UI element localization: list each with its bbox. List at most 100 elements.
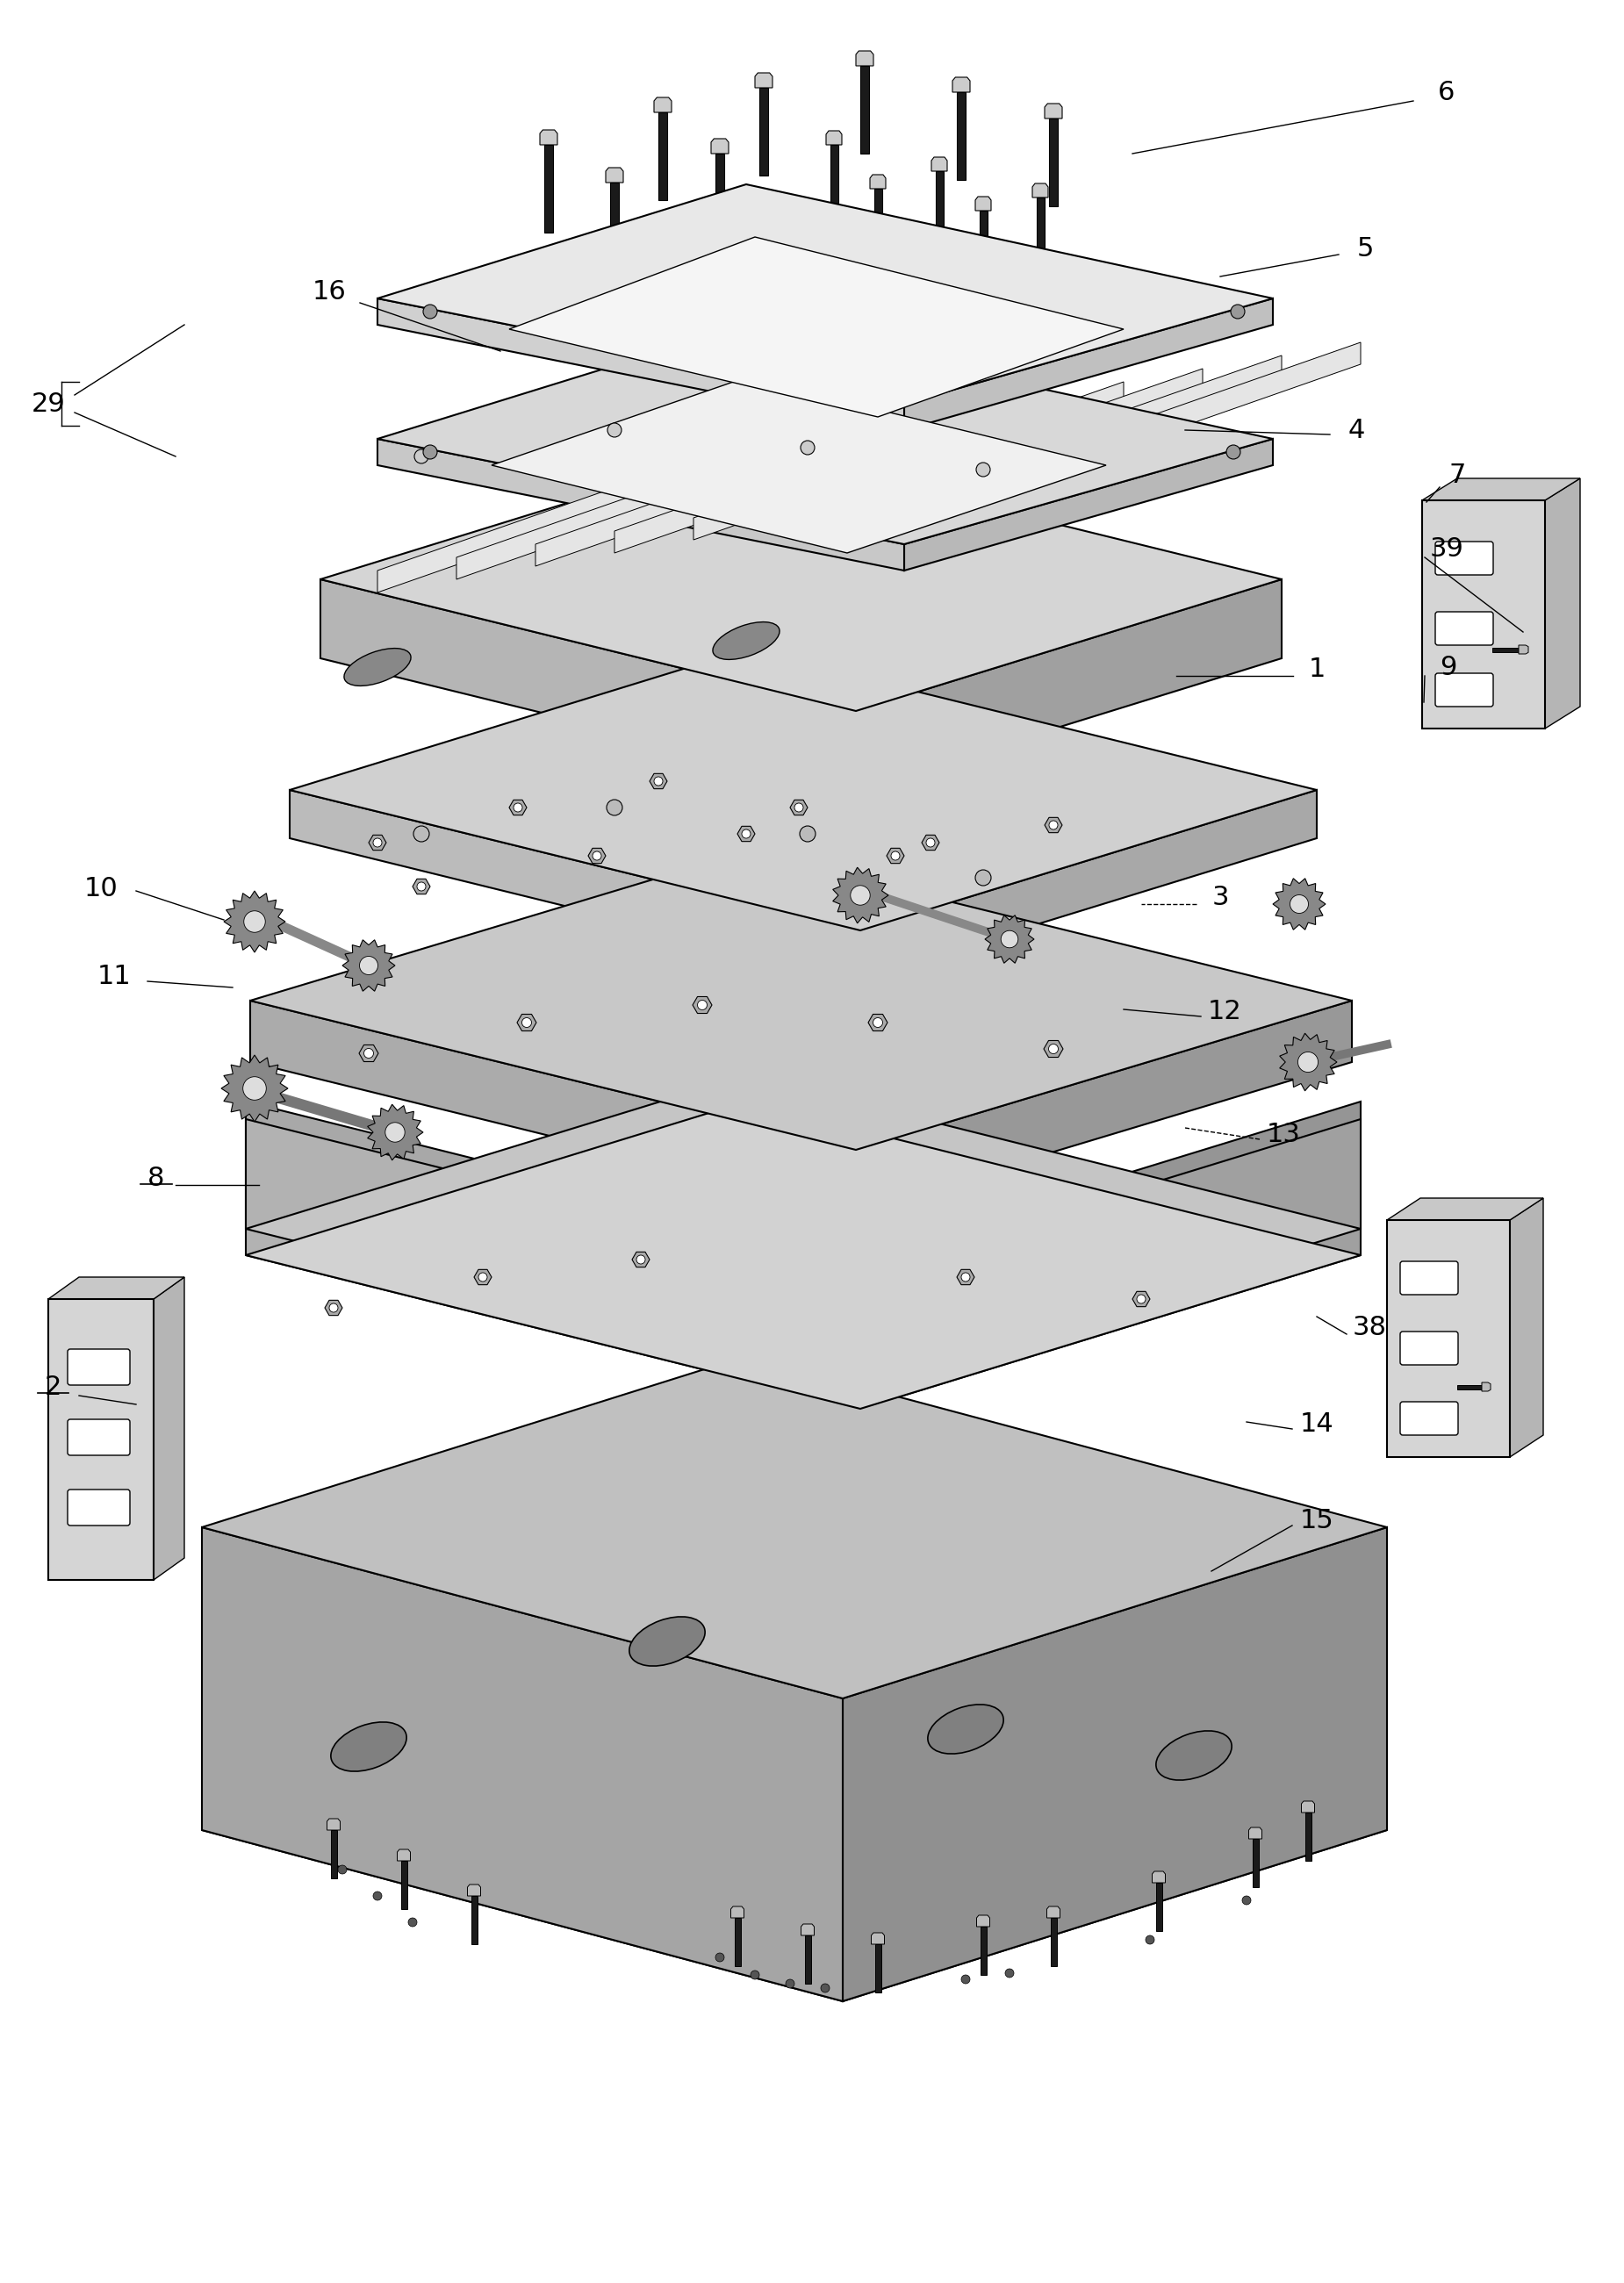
- Circle shape: [385, 1123, 404, 1142]
- FancyBboxPatch shape: [1436, 541, 1492, 575]
- Polygon shape: [874, 189, 882, 263]
- Polygon shape: [711, 139, 729, 153]
- Circle shape: [244, 1078, 266, 1100]
- Polygon shape: [851, 368, 1203, 514]
- Polygon shape: [856, 50, 874, 66]
- Polygon shape: [367, 1105, 424, 1160]
- Polygon shape: [201, 1356, 1387, 1699]
- Circle shape: [374, 838, 382, 847]
- Polygon shape: [326, 1820, 339, 1831]
- Polygon shape: [861, 1103, 1361, 1383]
- Circle shape: [851, 886, 870, 904]
- Polygon shape: [245, 1119, 861, 1409]
- Polygon shape: [1252, 1838, 1259, 1888]
- Polygon shape: [1044, 1041, 1064, 1057]
- Text: 29: 29: [31, 390, 65, 416]
- Polygon shape: [398, 1849, 411, 1861]
- Circle shape: [1049, 1043, 1059, 1055]
- Circle shape: [794, 804, 804, 813]
- Polygon shape: [1510, 1199, 1543, 1457]
- FancyBboxPatch shape: [68, 1489, 130, 1525]
- Polygon shape: [734, 1918, 741, 1966]
- Polygon shape: [654, 233, 663, 308]
- Polygon shape: [887, 849, 905, 863]
- Circle shape: [424, 304, 437, 320]
- Polygon shape: [377, 447, 729, 594]
- Circle shape: [414, 450, 429, 463]
- Polygon shape: [1249, 1826, 1262, 1838]
- Text: 39: 39: [1429, 537, 1463, 562]
- Ellipse shape: [331, 1721, 406, 1772]
- Circle shape: [654, 776, 663, 785]
- Polygon shape: [1306, 1813, 1311, 1861]
- Text: 7: 7: [1449, 461, 1466, 489]
- Polygon shape: [737, 826, 755, 842]
- Polygon shape: [201, 1660, 1387, 2002]
- Polygon shape: [331, 1831, 336, 1879]
- Polygon shape: [1036, 199, 1044, 272]
- Polygon shape: [843, 1527, 1387, 2002]
- Polygon shape: [760, 87, 768, 176]
- Polygon shape: [693, 395, 1044, 539]
- Circle shape: [244, 911, 265, 931]
- Circle shape: [697, 1000, 706, 1009]
- Polygon shape: [952, 78, 970, 91]
- Text: 3: 3: [1212, 884, 1229, 911]
- Polygon shape: [1010, 342, 1361, 486]
- Polygon shape: [861, 790, 1317, 979]
- Circle shape: [961, 1975, 970, 1984]
- Polygon shape: [905, 438, 1273, 571]
- Polygon shape: [830, 144, 838, 219]
- Polygon shape: [320, 447, 1281, 710]
- Polygon shape: [922, 836, 939, 849]
- Polygon shape: [976, 1915, 989, 1927]
- Polygon shape: [1033, 183, 1047, 199]
- FancyBboxPatch shape: [68, 1349, 130, 1386]
- Polygon shape: [516, 1014, 536, 1032]
- Polygon shape: [1051, 1918, 1057, 1966]
- Circle shape: [521, 1018, 531, 1027]
- Ellipse shape: [344, 648, 411, 685]
- Circle shape: [1049, 820, 1057, 829]
- Circle shape: [593, 852, 601, 861]
- FancyBboxPatch shape: [1400, 1402, 1458, 1436]
- Circle shape: [874, 1018, 883, 1027]
- Polygon shape: [833, 868, 888, 922]
- Polygon shape: [931, 356, 1281, 500]
- Circle shape: [926, 838, 935, 847]
- Text: 6: 6: [1439, 80, 1455, 105]
- Text: 38: 38: [1353, 1315, 1387, 1340]
- Polygon shape: [510, 799, 526, 815]
- Polygon shape: [932, 158, 947, 171]
- Polygon shape: [1387, 1199, 1543, 1219]
- Polygon shape: [224, 890, 286, 952]
- Polygon shape: [606, 167, 624, 183]
- Circle shape: [479, 1272, 487, 1281]
- Text: 15: 15: [1299, 1507, 1333, 1532]
- Polygon shape: [755, 73, 773, 87]
- Polygon shape: [1481, 1383, 1491, 1390]
- Polygon shape: [325, 1301, 343, 1315]
- Polygon shape: [768, 208, 776, 283]
- Polygon shape: [957, 91, 966, 180]
- Polygon shape: [1280, 1034, 1337, 1091]
- Polygon shape: [49, 1299, 154, 1580]
- Polygon shape: [1423, 479, 1580, 500]
- Polygon shape: [474, 1269, 492, 1285]
- Text: 11: 11: [97, 963, 132, 989]
- Text: 10: 10: [84, 877, 119, 902]
- Circle shape: [1005, 1968, 1013, 1977]
- Polygon shape: [731, 1906, 744, 1918]
- Polygon shape: [539, 130, 557, 144]
- Polygon shape: [1457, 1383, 1481, 1388]
- Polygon shape: [654, 98, 672, 112]
- Polygon shape: [377, 438, 905, 571]
- Polygon shape: [869, 1014, 887, 1032]
- Polygon shape: [468, 1883, 481, 1895]
- Polygon shape: [651, 219, 666, 233]
- Text: 5: 5: [1356, 235, 1374, 260]
- Polygon shape: [716, 153, 724, 242]
- Circle shape: [820, 1984, 830, 1993]
- Polygon shape: [1132, 1292, 1150, 1306]
- Polygon shape: [905, 299, 1273, 429]
